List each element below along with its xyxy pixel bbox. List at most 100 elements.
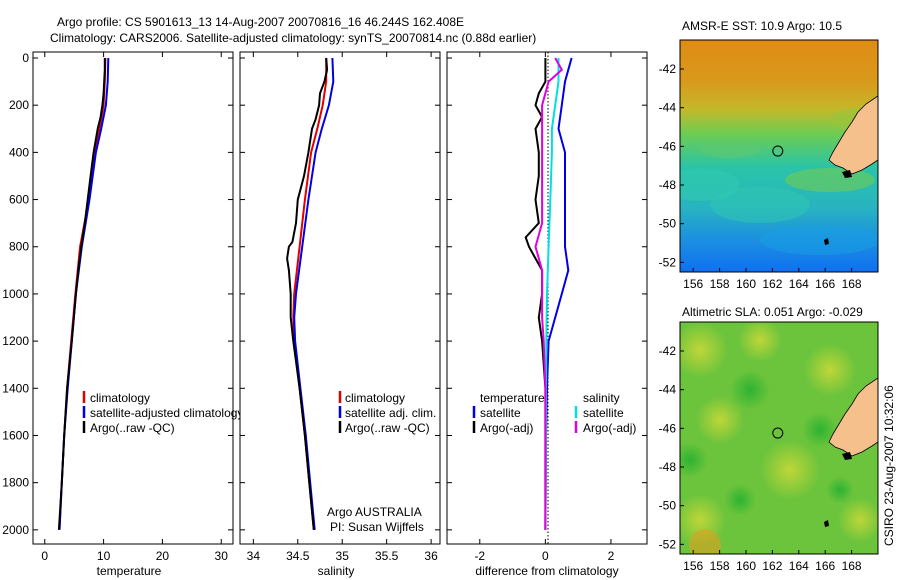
legend-label-climatology: climatology [345,391,405,405]
x-tick-label: 156 [683,559,703,573]
figure-title-line1: Argo profile: CS 5901613_13 14-Aug-2007 … [57,15,464,29]
salinity-ticks: 34 34.5 35 35.5 36 [240,52,440,563]
y-tick-label: 400 [9,145,29,159]
x-tick-label: 35.5 [375,549,399,563]
x-tick-label: 166 [815,277,835,291]
y-tick-label: 1000 [2,287,29,301]
y-tick-label: 200 [9,98,29,112]
temperature-legend: climatology satellite-adjusted climatolo… [82,391,243,435]
temperature-series [57,57,110,530]
x-tick-label: 168 [842,277,862,291]
credit-label: CSIRO 23-Aug-2007 10:32:06 [882,385,896,546]
figure-title-line2: Climatology: CARS2006. Satellite-adjuste… [50,31,536,45]
y-tick-label: 1200 [2,334,29,348]
x-tick-label: 20 [156,549,170,563]
sla-map-panel: Altimetric SLA: 0.051 Argo: -0.029 156 15… [659,305,879,573]
y-tick-label: -42 [659,62,677,76]
land-mass [828,377,878,457]
series-line-argo-raw-qc [57,58,106,530]
legend-label-temp-satellite: satellite [480,406,521,420]
difference-panel: -2 0 2 difference from climatology tempera… [446,51,648,578]
y-tick-label: 0 [22,51,29,65]
x-tick-label: 30 [215,549,229,563]
y-tick-label: 1600 [2,428,29,442]
legend-label-climatology: climatology [90,391,150,405]
land-mass [842,170,852,178]
x-tick-label: 166 [815,559,835,573]
salinity-series [286,57,335,530]
y-tick-label: -50 [659,499,677,513]
difference-xlabel: difference from climatology [475,564,618,578]
y-tick-label: -44 [659,101,677,115]
temperature-xlabel: temperature [97,564,162,578]
salinity-axes-box [239,51,441,545]
sst-map-title: AMSR-E SST: 10.9 Argo: 10.5 [682,19,842,33]
sst-map-panel: AMSR-E SST: 10.9 Argo: 10.5 156 158 160 162… [659,19,879,291]
x-tick-label: 164 [789,559,809,573]
sla-map-title: Altimetric SLA: 0.051 Argo: -0.029 [682,305,863,319]
y-tick-label: -48 [659,178,677,192]
x-tick-label: 164 [789,277,809,291]
x-tick-label: 160 [736,559,756,573]
y-tick-label: -50 [659,217,677,231]
sla-map-frame [679,321,879,555]
x-tick-label: 162 [762,559,782,573]
y-tick-label: 1800 [2,476,29,490]
sla-map-ticks: 156 158 160 162 164 166 168 -42 -44 -46 -48 -50 -52 [659,344,862,573]
x-tick-label: 158 [710,277,730,291]
difference-ticks: -2 0 2 [447,52,647,563]
x-tick-label: 35 [336,549,350,563]
land-mass [824,520,829,527]
land-mass [824,238,829,245]
y-tick-label: 2000 [2,523,29,537]
sst-heatmap [680,40,878,272]
legend-label-argo: Argo(..raw -QC) [90,421,175,435]
x-tick-label: 36 [424,549,438,563]
sla-heatmap [680,322,878,554]
x-tick-label: 34 [247,549,261,563]
temperature-axes-box [32,51,234,545]
salinity-annotation-line1: Argo AUSTRALIA [327,505,422,519]
temperature-panel: 0 10 20 30 0 200 400 600 800 1000 1200 1400 1600 1800… [2,51,243,578]
salinity-xlabel: salinity [318,564,355,578]
y-tick-label: -44 [659,383,677,397]
legend-label-satellite: satellite-adjusted climatology [90,406,243,420]
y-tick-label: 800 [9,240,29,254]
legend-label-sal-satellite: satellite [583,406,624,420]
y-tick-label: -46 [659,139,677,153]
legend-header-salinity: salinity [583,391,620,405]
legend-header-temperature: temperature [480,391,545,405]
x-tick-label: 2 [608,549,615,563]
x-tick-label: 160 [736,277,756,291]
series-line-argo-raw-qc [286,57,329,530]
y-tick-label: -48 [659,460,677,474]
y-tick-label: -52 [659,255,677,269]
land-mass [828,95,878,175]
salinity-legend: climatology satellite adj. clim. Argo(..… [338,391,436,435]
x-tick-label: 168 [842,559,862,573]
land-mass [842,452,852,460]
temperature-ticks: 0 10 20 30 0 200 400 600 800 1000 1200 1400 1600 1800… [2,51,233,563]
salinity-panel: 34 34.5 35 35.5 36 salinity climatology sate… [239,51,441,578]
x-tick-label: -2 [474,549,485,563]
legend-label-sal-argo: Argo(-adj) [583,421,636,435]
salinity-annotation-line2: PI: Susan Wijffels [330,520,424,534]
x-tick-label: 10 [97,549,111,563]
y-tick-label: -52 [659,537,677,551]
x-tick-label: 162 [762,277,782,291]
float-location-marker [772,427,784,439]
x-tick-label: 158 [710,559,730,573]
y-tick-label: 1400 [2,381,29,395]
x-tick-label: 156 [683,277,703,291]
y-tick-label: -46 [659,421,677,435]
series-line-salinity-argo-adj [534,57,564,530]
difference-series [524,57,573,530]
sst-map-ticks: 156 158 160 162 164 166 168 -42 -44 -46 -48 -50 -52 [659,62,862,291]
x-tick-label: 0 [41,549,48,563]
legend-label-temp-argo: Argo(-adj) [480,421,533,435]
legend-label-satellite: satellite adj. clim. [345,406,436,420]
float-location-marker [772,145,784,157]
y-tick-label: 600 [9,193,29,207]
y-tick-label: -42 [659,344,677,358]
